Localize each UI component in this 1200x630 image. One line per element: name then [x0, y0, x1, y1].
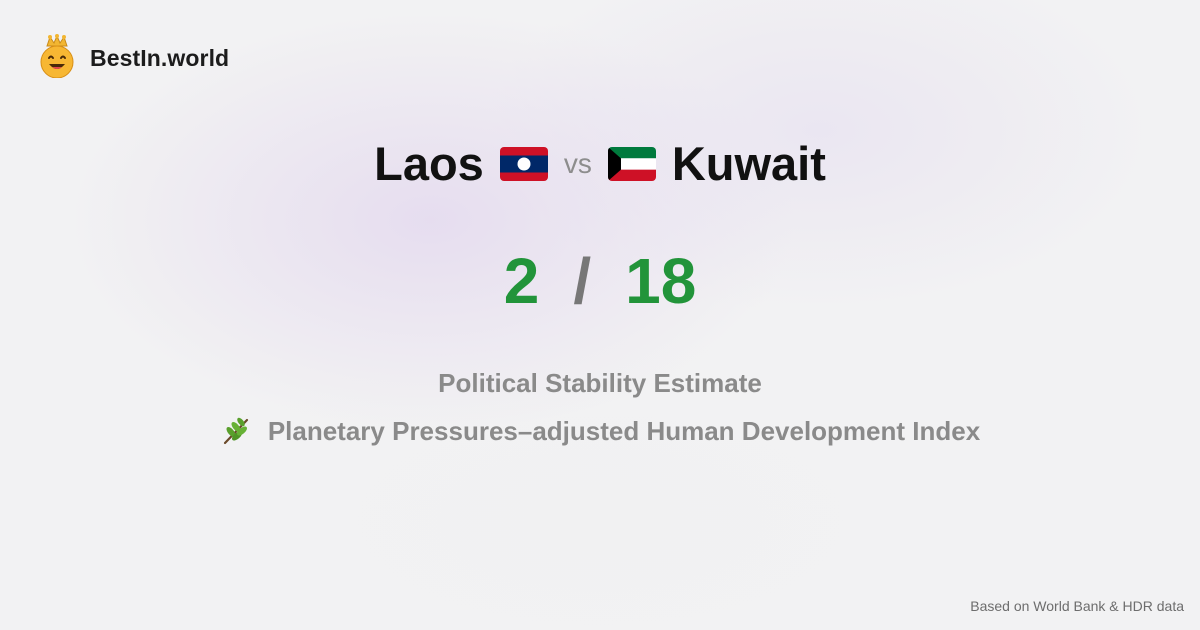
vs-label: vs	[563, 148, 592, 179]
score-row: 2 / 18	[0, 244, 1200, 318]
metric-planetary-hdi-label: Planetary Pressures–adjusted Human Devel…	[267, 416, 981, 446]
right-score: 18	[625, 245, 697, 317]
data-source-note: Based on World Bank & HDR data	[970, 598, 1184, 614]
right-country-name: Kuwait	[671, 137, 826, 190]
brand-name: BestIn.world	[90, 44, 230, 71]
score-separator: /	[573, 245, 592, 317]
metric-planetary-hdi: Planetary Pressures–adjusted Human Devel…	[0, 414, 1200, 448]
left-score: 2	[503, 245, 540, 317]
laos-flag-icon	[499, 147, 548, 181]
brand[interactable]: BestIn.world	[38, 34, 229, 78]
herb-icon	[223, 417, 248, 445]
metric-political-stability: Political Stability Estimate	[438, 368, 762, 398]
crowned-smiley-icon	[40, 34, 74, 78]
kuwait-flag-icon	[607, 147, 656, 181]
comparison-title: Laos vs Kuwait	[0, 134, 1200, 194]
left-country-name: Laos	[374, 137, 484, 190]
